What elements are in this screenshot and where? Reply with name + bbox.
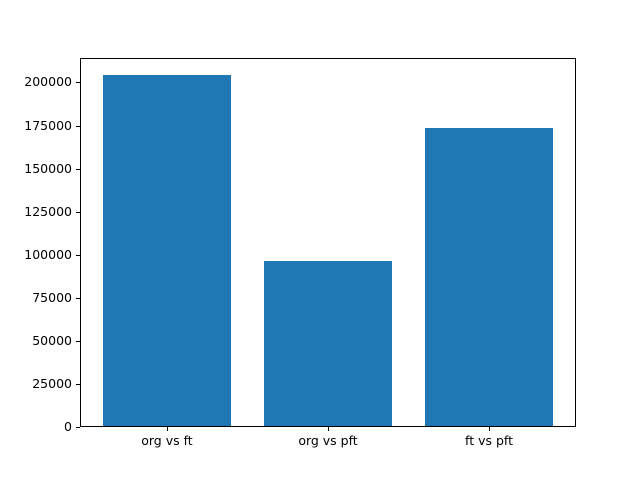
bar-ft-vs-pft bbox=[424, 127, 554, 426]
y-tick-label: 75000 bbox=[32, 289, 72, 305]
y-tick-label: 175000 bbox=[24, 117, 72, 133]
y-tick-mark bbox=[76, 254, 80, 256]
y-tick-mark bbox=[76, 340, 80, 342]
y-tick-mark bbox=[76, 168, 80, 170]
x-tick-mark bbox=[489, 427, 491, 431]
y-tick-label: 125000 bbox=[24, 203, 72, 219]
y-tick-mark bbox=[76, 427, 80, 428]
x-tick-label: org vs ft bbox=[141, 433, 193, 448]
y-tick-mark bbox=[76, 297, 80, 299]
y-tick-label: 100000 bbox=[24, 246, 72, 262]
y-tick-label: 200000 bbox=[24, 74, 72, 90]
y-tick-mark bbox=[76, 82, 80, 84]
y-tick-mark bbox=[76, 383, 80, 385]
y-tick-label: 50000 bbox=[32, 332, 72, 348]
x-tick-mark bbox=[328, 427, 329, 431]
x-tick-mark bbox=[166, 427, 168, 431]
y-tick-label: 0 bbox=[64, 419, 72, 434]
y-tick-mark bbox=[76, 125, 80, 127]
y-tick-label: 150000 bbox=[24, 160, 72, 176]
x-tick-label: ft vs pft bbox=[465, 433, 514, 448]
y-tick-mark bbox=[76, 211, 80, 213]
x-tick-label: org vs pft bbox=[298, 433, 358, 448]
y-tick-label: 25000 bbox=[32, 375, 72, 391]
bar-org-vs-ft bbox=[102, 74, 232, 426]
bar-org-vs-pft bbox=[263, 261, 393, 426]
plot-area bbox=[80, 58, 576, 427]
